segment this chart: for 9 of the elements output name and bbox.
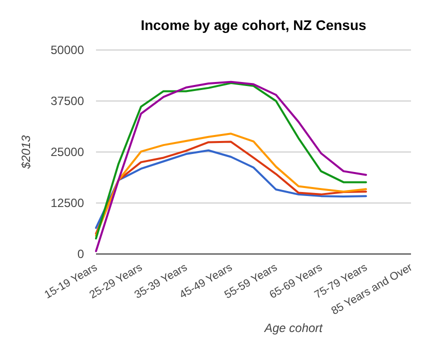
chart-title: Income by age cohort, NZ Census [140, 17, 367, 33]
y-tick-label: 25000 [50, 145, 84, 160]
y-tick-label: 37500 [50, 94, 84, 108]
y-axis-title: $2013 [19, 134, 33, 170]
x-axis-title: Age cohort [263, 321, 324, 335]
y-tick-label: 0 [77, 247, 84, 262]
line-series [95, 149, 367, 229]
y-tick-label: 50000 [50, 43, 84, 58]
y-tick-label: 12500 [50, 196, 84, 210]
